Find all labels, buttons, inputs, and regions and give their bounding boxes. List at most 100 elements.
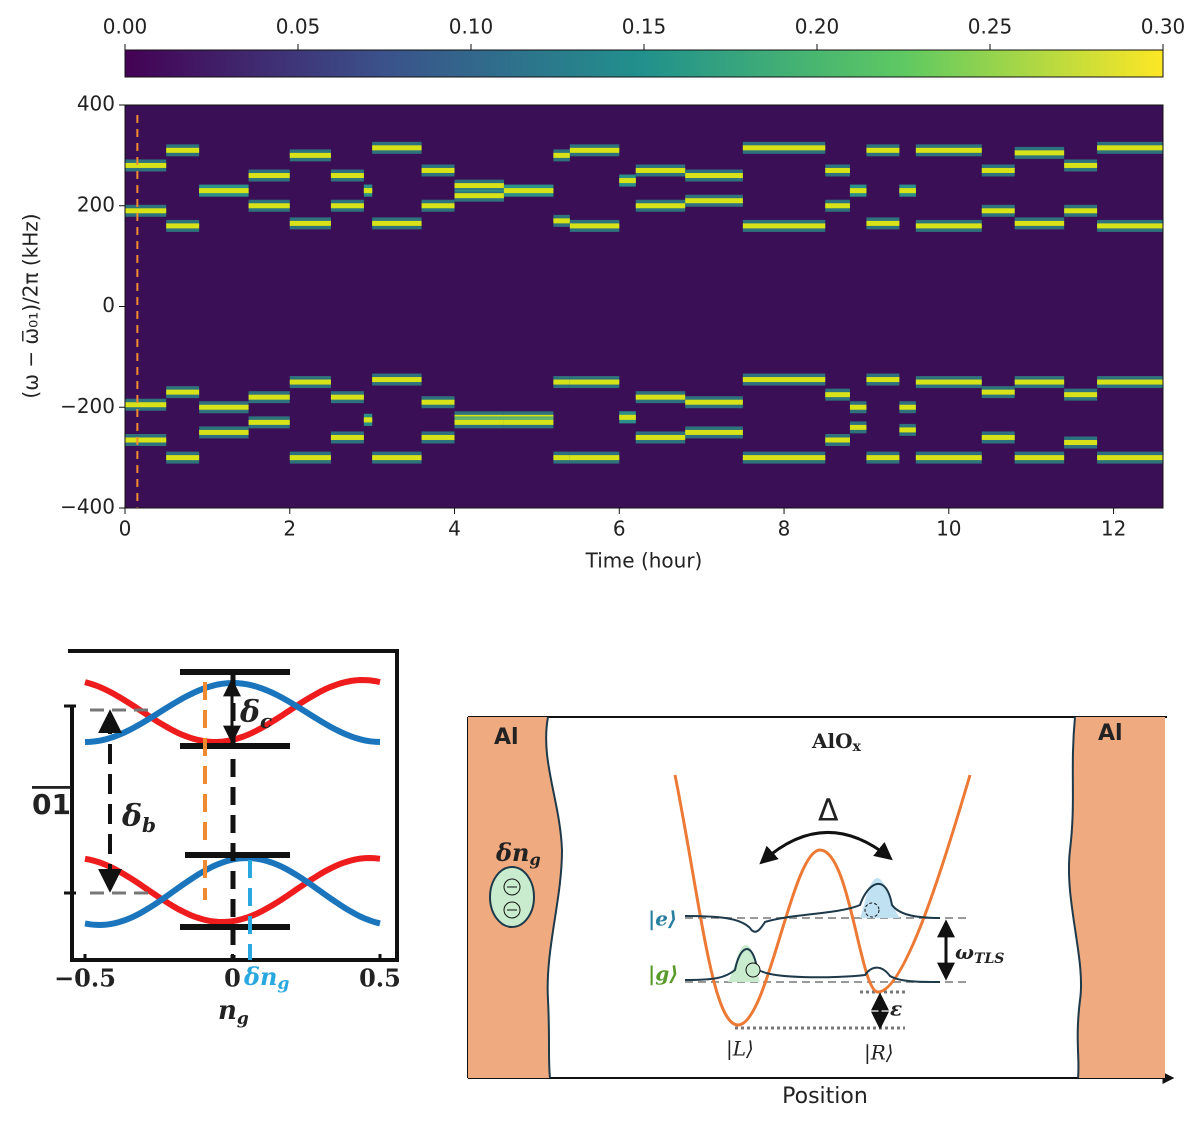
- label: AlOx: [811, 729, 862, 756]
- trace: [248, 419, 290, 425]
- trace: [915, 147, 982, 153]
- trace: [825, 437, 850, 443]
- trace: [899, 427, 916, 433]
- trace: [1014, 455, 1065, 461]
- trace: [742, 145, 826, 151]
- colorbar-tick-label: 0.15: [622, 15, 667, 39]
- trace: [825, 203, 850, 209]
- trace: [981, 389, 1015, 395]
- trace: [635, 167, 686, 173]
- colorbar-tick-label: 0.30: [1141, 15, 1186, 39]
- trace: [1097, 145, 1163, 151]
- label: Al: [1098, 721, 1123, 746]
- trace: [372, 377, 422, 383]
- trace: [166, 223, 200, 229]
- interface: [545, 716, 564, 1079]
- trace: [503, 419, 554, 425]
- trace: [1014, 379, 1065, 385]
- subscript: TLS: [974, 951, 1004, 967]
- trace: [363, 417, 373, 423]
- x-tick-label: 10: [936, 517, 961, 541]
- y-tick-label: 400: [77, 92, 115, 116]
- trace: [199, 188, 249, 194]
- trace: [166, 147, 200, 153]
- trace: [330, 173, 364, 179]
- trace: [166, 389, 200, 395]
- trace: [899, 188, 916, 194]
- trace: [289, 379, 331, 385]
- trace: [849, 188, 867, 194]
- symbol: ω: [955, 940, 974, 964]
- trace: [1064, 440, 1098, 446]
- tls-panel: Al Al AlOx δng Δ |e⟩ |g⟩ ωTLS ε |L⟩ |R⟩ …: [467, 716, 1175, 1109]
- x-axis-title: ng: [218, 996, 249, 1029]
- delta-ng: δng: [243, 962, 289, 994]
- trace: [849, 404, 867, 410]
- symbol: δn: [243, 962, 277, 991]
- trace: [635, 394, 686, 400]
- trace: [569, 455, 620, 461]
- trace: [866, 220, 900, 226]
- trace: [866, 147, 900, 153]
- trace: [635, 203, 686, 209]
- label: ωTLS: [955, 940, 1004, 968]
- interface: [1068, 716, 1082, 1079]
- label: |g⟩: [648, 962, 678, 986]
- charge: [745, 962, 761, 978]
- wavefunction: [684, 882, 941, 933]
- x-tick-label: 2: [283, 517, 296, 541]
- subscript: g: [277, 974, 289, 994]
- trace: [866, 455, 900, 461]
- tunnel-arrow: [759, 831, 893, 865]
- charge-cloud: [489, 866, 535, 928]
- subscript: x: [853, 739, 862, 755]
- label: |e⟩: [648, 907, 677, 931]
- trace: [553, 379, 570, 385]
- trace: [899, 404, 916, 410]
- band-curve: [84, 854, 381, 926]
- heatmap-panel: Time (hour) (ω − ω̅₀₁)/2π (kHz) 0.00 0.05…: [19, 15, 1186, 573]
- trace: [330, 203, 364, 209]
- trace: [915, 455, 982, 461]
- trace: [166, 455, 200, 461]
- x-axis-title: Time (hour): [585, 549, 703, 573]
- trace: [619, 414, 636, 420]
- trace: [569, 379, 620, 385]
- trace: [915, 379, 982, 385]
- x-tick-label: 4: [448, 517, 461, 541]
- colorbar-tick-label: 0.20: [795, 15, 840, 39]
- trace: [742, 377, 826, 383]
- trace: [289, 455, 331, 461]
- colorbar: [124, 49, 1164, 78]
- trace: [363, 188, 373, 194]
- trace: [199, 404, 249, 410]
- trace: [421, 434, 455, 440]
- colorbar-tick-label: 0.10: [449, 15, 494, 39]
- label: Δ: [818, 794, 839, 829]
- y-tick-label: 0: [102, 293, 115, 317]
- trace: [372, 145, 422, 151]
- trace: [125, 402, 167, 408]
- wavefunction: [684, 948, 941, 983]
- trace: [248, 394, 290, 400]
- trace: [1014, 220, 1065, 226]
- y-tick-label: −200: [60, 394, 115, 418]
- trace: [454, 183, 504, 189]
- x-tick-label: 0.5: [359, 964, 401, 993]
- y-axis-title: (ω − ω̅₀₁)/2π (kHz): [19, 213, 43, 398]
- trace: [742, 223, 826, 229]
- trace: [248, 203, 290, 209]
- trace: [372, 455, 422, 461]
- delta-c: δc: [239, 695, 272, 733]
- band-panel: δc δb δng ng 01 −0.5 0 0.5: [32, 649, 401, 1029]
- x-axis-title: Position: [782, 1084, 868, 1109]
- trace: [454, 193, 504, 199]
- trace: [289, 220, 331, 226]
- x-tick-label: −0.5: [54, 964, 116, 993]
- trace: [553, 455, 570, 461]
- trace: [1097, 379, 1163, 385]
- symbol: δ: [121, 799, 142, 834]
- label: |L⟩: [726, 1037, 754, 1062]
- symbol: AlO: [811, 729, 853, 753]
